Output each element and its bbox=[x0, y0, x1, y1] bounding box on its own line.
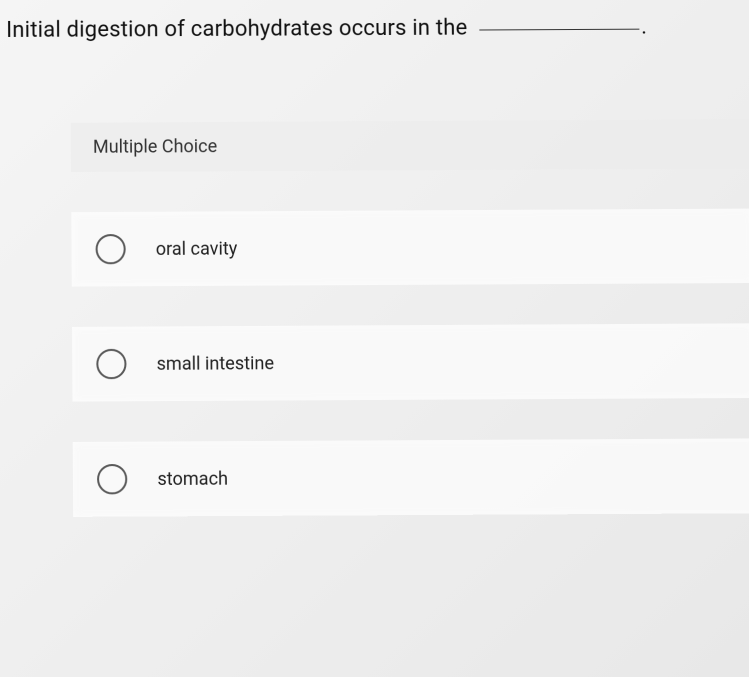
option-label: small intestine bbox=[157, 353, 275, 375]
option-label: oral cavity bbox=[156, 238, 238, 260]
option-row[interactable]: small intestine bbox=[72, 323, 749, 401]
question-stem: Initial digestion of carbohydrates occur… bbox=[0, 0, 749, 53]
option-row[interactable]: oral cavity bbox=[71, 209, 749, 287]
radio-icon[interactable] bbox=[97, 464, 127, 495]
multiple-choice-block: Multiple Choice oral cavity small intest… bbox=[1, 119, 749, 517]
section-header: Multiple Choice bbox=[71, 119, 749, 172]
option-label: stomach bbox=[157, 468, 228, 490]
fill-in-blank bbox=[479, 29, 639, 31]
radio-icon[interactable] bbox=[96, 234, 126, 264]
question-trailing-punct: . bbox=[641, 15, 647, 40]
option-row[interactable]: stomach bbox=[73, 438, 749, 516]
radio-icon[interactable] bbox=[96, 349, 126, 379]
question-stem-text: Initial digestion of carbohydrates occur… bbox=[6, 16, 467, 43]
